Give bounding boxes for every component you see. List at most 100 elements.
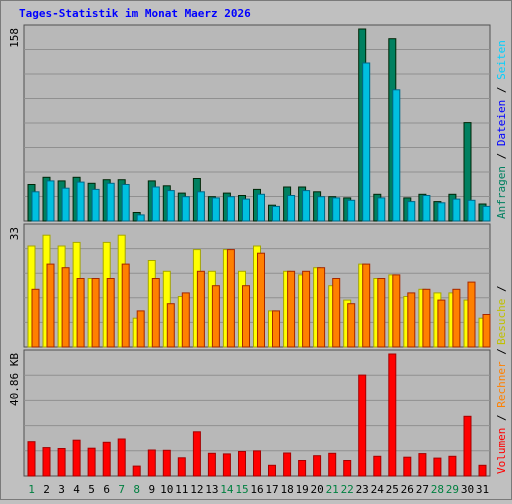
bar-volumen-day-4 — [72, 439, 81, 477]
bar-dateien-day-14 — [226, 196, 235, 222]
bar-dateien-day-10 — [166, 190, 175, 222]
bar-rechner-day-20 — [317, 267, 326, 348]
bar-dateien-day-13 — [211, 197, 220, 222]
bar-volumen-day-15 — [238, 451, 246, 477]
bar-dateien-day-4 — [76, 181, 85, 222]
side-label-part: Seiten — [495, 40, 508, 80]
bar-dateien-day-8 — [136, 214, 145, 222]
bar-rechner-day-7 — [121, 263, 130, 348]
bar-volumen-day-27 — [418, 453, 427, 477]
bar-volumen-day-26 — [403, 456, 412, 477]
x-label-day-28: 28 — [431, 483, 444, 496]
x-label-day-9: 9 — [148, 483, 155, 496]
bar-rechner-day-24 — [377, 278, 386, 348]
bar-dateien-day-5 — [91, 188, 100, 222]
x-label-day-4: 4 — [73, 483, 80, 496]
panels: 158 33 40.86 KB — [8, 24, 491, 477]
x-label-day-6: 6 — [103, 483, 110, 496]
x-label-day-15: 15 — [235, 483, 248, 496]
side-label-part: / — [495, 80, 508, 100]
bar-rechner-day-26 — [407, 292, 416, 348]
bar-volumen-day-8 — [132, 465, 141, 477]
y-max-label-middle: 33 — [8, 227, 21, 240]
x-label-day-27: 27 — [416, 483, 429, 496]
bar-rechner-day-1 — [31, 288, 40, 348]
bar-volumen-day-12 — [192, 431, 201, 477]
bar-volumen-day-18 — [283, 452, 292, 477]
bar-dateien-day-15 — [242, 198, 250, 222]
x-label-day-7: 7 — [118, 483, 125, 496]
side-label-part: / — [495, 285, 508, 298]
bar-dateien-day-26 — [407, 201, 416, 222]
bar-rechner-day-6 — [106, 278, 115, 348]
bar-volumen-day-21 — [328, 452, 337, 477]
side-label-part: Anfragen — [495, 166, 508, 219]
bar-dateien-day-1 — [31, 191, 40, 222]
panel-bottom: 40.86 KB — [8, 349, 491, 477]
bar-dateien-day-24 — [377, 197, 386, 222]
bar-dateien-day-3 — [61, 187, 70, 222]
bar-rechner-day-2 — [46, 263, 55, 348]
bar-dateien-day-2 — [46, 180, 55, 222]
side-label-top: Anfragen / Dateien / Seiten — [495, 40, 508, 219]
bar-dateien-day-27 — [422, 195, 431, 222]
bar-rechner-day-19 — [302, 270, 311, 348]
side-label-part: / — [495, 146, 508, 166]
bar-dateien-day-30 — [467, 199, 476, 222]
bar-volumen-day-9 — [147, 449, 156, 477]
bar-volumen-day-14 — [222, 453, 231, 477]
bar-dateien-day-31 — [482, 205, 491, 222]
bar-volumen-day-5 — [87, 447, 96, 477]
bar-dateien-day-7 — [121, 184, 130, 222]
bar-rechner-day-29 — [452, 288, 461, 348]
side-label-bottom: Volumen / Rechner / — [495, 348, 508, 474]
bar-rechner-day-18 — [287, 270, 296, 348]
bar-dateien-day-19 — [302, 190, 311, 222]
bar-rechner-day-31 — [482, 314, 491, 348]
x-label-day-24: 24 — [371, 483, 385, 496]
x-label-day-21: 21 — [326, 483, 339, 496]
bar-volumen-day-6 — [102, 441, 111, 477]
side-labels: Anfragen / Dateien / Seiten Besuche / Vol… — [495, 40, 508, 474]
bar-rechner-day-30 — [467, 281, 476, 348]
bar-volumen-day-7 — [117, 438, 126, 477]
bar-rechner-day-8 — [136, 310, 145, 348]
chart-title: Tages-Statistik im Monat Maerz 2026 — [19, 7, 251, 20]
bar-rechner-day-5 — [91, 278, 100, 348]
side-label-middle: Besuche / — [495, 285, 508, 345]
side-label-part: Dateien — [495, 100, 508, 146]
bar-rechner-day-4 — [76, 278, 85, 348]
bar-volumen-day-25 — [388, 353, 397, 477]
x-label-day-31: 31 — [476, 483, 489, 496]
x-label-day-19: 19 — [295, 483, 308, 496]
x-label-day-18: 18 — [280, 483, 293, 496]
x-label-day-22: 22 — [341, 483, 354, 496]
bar-rechner-day-3 — [61, 267, 70, 348]
bar-dateien-day-22 — [347, 199, 356, 222]
bar-volumen-day-31 — [478, 464, 487, 477]
bar-volumen-day-28 — [433, 457, 442, 477]
bar-dateien-day-29 — [452, 198, 461, 222]
x-label-day-5: 5 — [88, 483, 95, 496]
x-label-day-30: 30 — [461, 483, 474, 496]
bar-dateien-day-23 — [362, 62, 371, 222]
bar-rechner-day-15 — [242, 285, 250, 348]
bar-rechner-day-28 — [437, 299, 446, 348]
bar-dateien-day-16 — [257, 193, 265, 222]
side-label-part: / — [495, 348, 508, 361]
x-label-day-13: 13 — [205, 483, 218, 496]
x-label-day-3: 3 — [58, 483, 65, 496]
side-label-part: Rechner — [495, 361, 508, 408]
bar-rechner-day-14 — [226, 249, 235, 348]
bar-volumen-day-23 — [358, 374, 367, 477]
bar-rechner-day-17 — [272, 310, 280, 348]
bar-dateien-day-9 — [151, 186, 160, 222]
x-label-day-20: 20 — [310, 483, 323, 496]
y-max-label-top: 158 — [8, 28, 21, 48]
bar-dateien-day-21 — [332, 197, 341, 222]
x-label-day-10: 10 — [160, 483, 173, 496]
bar-rechner-day-22 — [347, 303, 356, 348]
x-label-day-16: 16 — [250, 483, 263, 496]
